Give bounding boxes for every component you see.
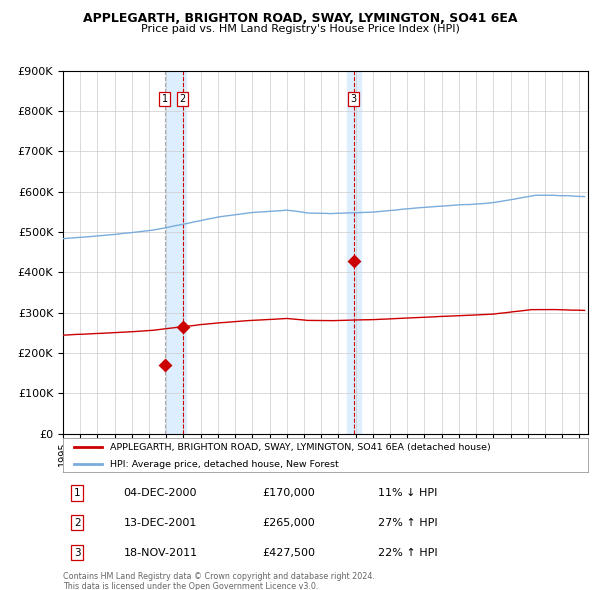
Text: 2: 2 bbox=[179, 94, 186, 104]
Bar bbox=[347, 71, 361, 434]
Text: 1: 1 bbox=[162, 94, 168, 104]
Text: 18-NOV-2011: 18-NOV-2011 bbox=[124, 548, 197, 558]
Text: 27% ↑ HPI: 27% ↑ HPI bbox=[378, 518, 437, 527]
Text: HPI: Average price, detached house, New Forest: HPI: Average price, detached house, New … bbox=[110, 460, 339, 469]
Bar bbox=[166, 71, 186, 434]
Text: 22% ↑ HPI: 22% ↑ HPI bbox=[378, 548, 437, 558]
Text: 13-DEC-2001: 13-DEC-2001 bbox=[124, 518, 197, 527]
Point bbox=[178, 322, 187, 332]
Text: This data is licensed under the Open Government Licence v3.0.: This data is licensed under the Open Gov… bbox=[63, 582, 319, 590]
Text: APPLEGARTH, BRIGHTON ROAD, SWAY, LYMINGTON, SO41 6EA (detached house): APPLEGARTH, BRIGHTON ROAD, SWAY, LYMINGT… bbox=[110, 443, 491, 452]
Text: Contains HM Land Registry data © Crown copyright and database right 2024.: Contains HM Land Registry data © Crown c… bbox=[63, 572, 375, 581]
Text: 3: 3 bbox=[74, 548, 80, 558]
Text: 2: 2 bbox=[74, 518, 80, 527]
Text: £427,500: £427,500 bbox=[263, 548, 316, 558]
Text: £265,000: £265,000 bbox=[263, 518, 315, 527]
Text: 04-DEC-2000: 04-DEC-2000 bbox=[124, 488, 197, 498]
Text: 3: 3 bbox=[350, 94, 356, 104]
Point bbox=[160, 360, 170, 370]
Text: Price paid vs. HM Land Registry's House Price Index (HPI): Price paid vs. HM Land Registry's House … bbox=[140, 24, 460, 34]
Text: 11% ↓ HPI: 11% ↓ HPI bbox=[378, 488, 437, 498]
Text: 1: 1 bbox=[74, 488, 80, 498]
Text: APPLEGARTH, BRIGHTON ROAD, SWAY, LYMINGTON, SO41 6EA: APPLEGARTH, BRIGHTON ROAD, SWAY, LYMINGT… bbox=[83, 12, 517, 25]
Point bbox=[349, 257, 358, 266]
Text: £170,000: £170,000 bbox=[263, 488, 315, 498]
